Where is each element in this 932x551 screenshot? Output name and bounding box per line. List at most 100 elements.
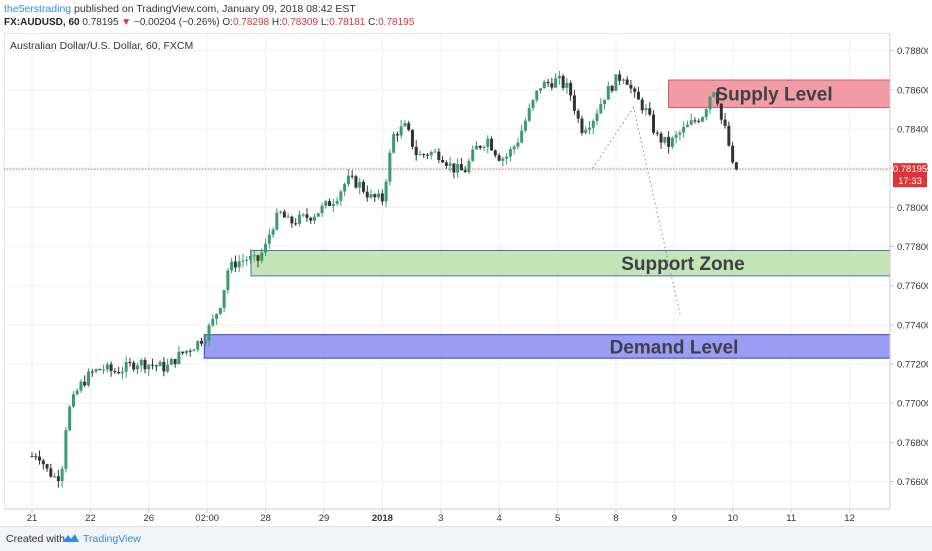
candle-body [166, 364, 170, 372]
candle-body [177, 351, 181, 365]
candle-body [222, 290, 226, 308]
candle-body [38, 456, 42, 461]
candle-body [124, 362, 128, 372]
candle-body [700, 117, 704, 122]
candle-body [215, 313, 219, 319]
price-chart[interactable]: Supply Level Support Zone Demand Level Aus… [3, 32, 931, 524]
candle-body [572, 95, 576, 111]
candle-body [414, 146, 418, 156]
candle-body [316, 213, 320, 217]
candle-body [230, 261, 234, 271]
candle-body [565, 83, 569, 88]
candle-body [56, 476, 60, 481]
y-tick-label: 0.78000 [897, 203, 928, 214]
projection-line [592, 106, 681, 316]
candle-body [599, 104, 603, 114]
candle-body [633, 88, 637, 92]
high-label: H: [271, 17, 282, 28]
author-link[interactable]: the5erstrading [4, 3, 72, 15]
candle-body [346, 175, 350, 185]
candle-body [256, 255, 260, 261]
x-tick-label: 29 [319, 513, 330, 523]
candle-body [569, 83, 573, 96]
candle-body [218, 307, 222, 314]
symbol-info: FX:AUDUSD, 60 0.78195 ▼ −0.00204 (−0.26%… [4, 17, 414, 28]
candle-body [324, 201, 328, 206]
candle-body [384, 181, 388, 202]
candle-body [667, 136, 671, 147]
down-arrow-icon: ▼ [121, 17, 132, 28]
x-tick-label: 3 [438, 513, 443, 523]
candle-body [64, 430, 68, 469]
candle-body [493, 150, 497, 156]
candle-body [561, 76, 565, 88]
price-axis[interactable]: 0.788000.786000.784000.782000.780000.778… [890, 46, 931, 488]
y-tick-label: 0.78400 [897, 124, 928, 135]
x-tick-label: 4 [497, 513, 502, 523]
candle-body [527, 108, 531, 121]
chart-title: Australian Dollar/U.S. Dollar, 60, FXCM [10, 40, 193, 52]
candle-body [501, 158, 505, 161]
candle-body [282, 211, 286, 218]
candle-body [320, 205, 324, 214]
candle-body [587, 127, 591, 130]
candle-body [433, 151, 437, 153]
candle-body [331, 203, 335, 206]
y-tick-label: 0.77000 [897, 399, 928, 410]
candle-body [75, 390, 79, 395]
candle-body [41, 460, 45, 465]
candle-body [516, 142, 520, 147]
candle-body [704, 109, 708, 118]
candle-body [388, 152, 392, 182]
candle-body [708, 96, 712, 110]
candle-body [697, 120, 701, 122]
zones [203, 79, 891, 359]
candle-body [120, 371, 124, 374]
close-value: 0.78195 [378, 17, 415, 28]
candle-body [271, 229, 275, 235]
candle-body [512, 146, 516, 150]
candle-body [275, 212, 279, 230]
candle-body [98, 369, 102, 371]
candle-body [200, 341, 204, 344]
chart-frame[interactable]: Supply Level Support Zone Demand Level Aus… [3, 32, 931, 524]
candle-body [719, 103, 723, 120]
candle-body [143, 359, 147, 370]
candle-body [497, 155, 501, 161]
candle-body [245, 259, 249, 261]
candle-body [373, 194, 377, 198]
y-tick-label: 0.77800 [897, 242, 928, 253]
candle-body [196, 341, 200, 350]
candle-body [301, 214, 305, 216]
candle-body [169, 358, 173, 365]
x-tick-label: 28 [260, 513, 271, 523]
candle-body [297, 214, 301, 224]
candle-body [343, 184, 347, 192]
candle-body [682, 127, 686, 133]
candle-body [444, 162, 448, 166]
zone-label: Demand Level [610, 337, 739, 358]
candle-body [712, 92, 716, 97]
candle-body [128, 362, 132, 364]
candle-body [610, 85, 614, 91]
candle-body [94, 369, 98, 372]
candle-body [618, 74, 622, 81]
x-tick-label: 26 [144, 513, 155, 523]
candle-body [595, 113, 599, 121]
y-tick-label: 0.78600 [897, 85, 928, 96]
candle-body [369, 194, 373, 198]
candle-body [117, 372, 121, 374]
candle-body [523, 120, 527, 131]
candle-body [471, 149, 475, 161]
time-axis[interactable]: 21 22 26 02:00 28 29 2018 3 4 5 8 9 10 11 12 [27, 509, 855, 524]
candle-body [636, 91, 640, 100]
candle-body [580, 118, 584, 133]
x-tick-label: 02:00 [195, 513, 219, 523]
candle-body [350, 175, 354, 177]
candle-body [328, 201, 332, 206]
candle-body [542, 81, 546, 89]
candle-body [429, 152, 433, 156]
tradingview-link[interactable]: TradingView [83, 533, 141, 545]
candle-body [380, 193, 384, 202]
tradingview-logo-icon[interactable] [62, 532, 80, 550]
